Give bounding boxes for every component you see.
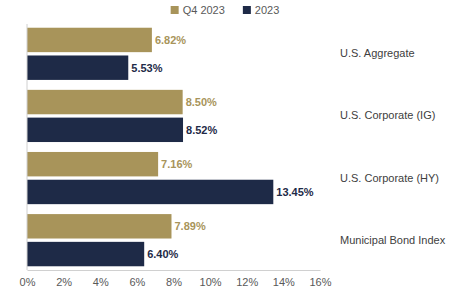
legend-label: Q4 2023 <box>183 4 225 16</box>
bar <box>27 118 183 142</box>
tick-label: 10% <box>200 276 222 288</box>
tick: 8% <box>166 270 182 288</box>
tick-label: 6% <box>129 276 145 288</box>
tick-label: 0% <box>20 276 36 288</box>
category-label: Municipal Bond Index <box>340 234 446 246</box>
category-label: U.S. Corporate (HY) <box>340 172 439 184</box>
data-labels: 6.82% 8.50% 7.16% 7.89% 5.53% 8.52% 13.45% 6.40… <box>131 34 314 260</box>
tick: 4% <box>93 270 109 288</box>
tick-label: 8% <box>166 276 182 288</box>
tick: U.S. Corporate (IG) <box>320 109 435 121</box>
chart: 6.82% 8.50% 7.16% 7.89% 5.53% 8.52% 13.45% 6.40… <box>0 0 450 300</box>
tick-label: 16% <box>309 276 331 288</box>
data-label: 6.40% <box>147 248 178 260</box>
tick-label: 2% <box>56 276 72 288</box>
data-label: 7.16% <box>161 158 192 170</box>
x-axis: 0% 2% 4% 6% 8% 10% 12% 14% 16% <box>20 270 332 288</box>
legend-swatch <box>243 6 251 14</box>
tick: U.S. Corporate (HY) <box>320 172 439 184</box>
data-label: 8.50% <box>186 96 217 108</box>
bar <box>27 55 128 79</box>
bar <box>27 180 273 204</box>
tick: 10% <box>200 270 222 288</box>
category-axis: U.S. Aggregate U.S. Corporate (IG) U.S. Co… <box>320 47 446 245</box>
legend: Q4 2023 2023 <box>171 4 280 16</box>
tick-label: 14% <box>273 276 295 288</box>
data-label: 5.53% <box>131 62 162 74</box>
legend-label: 2023 <box>255 4 279 16</box>
bar <box>27 28 152 52</box>
tick: Municipal Bond Index <box>320 234 446 246</box>
data-label: 7.89% <box>174 220 205 232</box>
data-label: 13.45% <box>276 186 314 198</box>
category-label: U.S. Corporate (IG) <box>340 109 435 121</box>
category-label: U.S. Aggregate <box>340 47 415 59</box>
legend-item: 2023 <box>243 4 279 16</box>
tick: 2% <box>56 270 72 288</box>
axis-line <box>28 270 321 271</box>
bar <box>27 242 144 266</box>
baseline <box>27 24 28 270</box>
bars <box>27 28 273 267</box>
bar <box>27 214 171 238</box>
legend-item: Q4 2023 <box>171 4 225 16</box>
tick: 16% <box>309 270 331 288</box>
tick: 14% <box>273 270 295 288</box>
tick: U.S. Aggregate <box>320 47 415 59</box>
bar <box>27 90 183 114</box>
tick-label: 4% <box>93 276 109 288</box>
tick: 0% <box>20 270 36 288</box>
data-label: 6.82% <box>155 34 186 46</box>
data-label: 8.52% <box>186 124 217 136</box>
tick: 6% <box>129 270 145 288</box>
legend-swatch <box>171 6 179 14</box>
bar <box>27 152 158 176</box>
tick: 12% <box>236 270 258 288</box>
tick-label: 12% <box>236 276 258 288</box>
